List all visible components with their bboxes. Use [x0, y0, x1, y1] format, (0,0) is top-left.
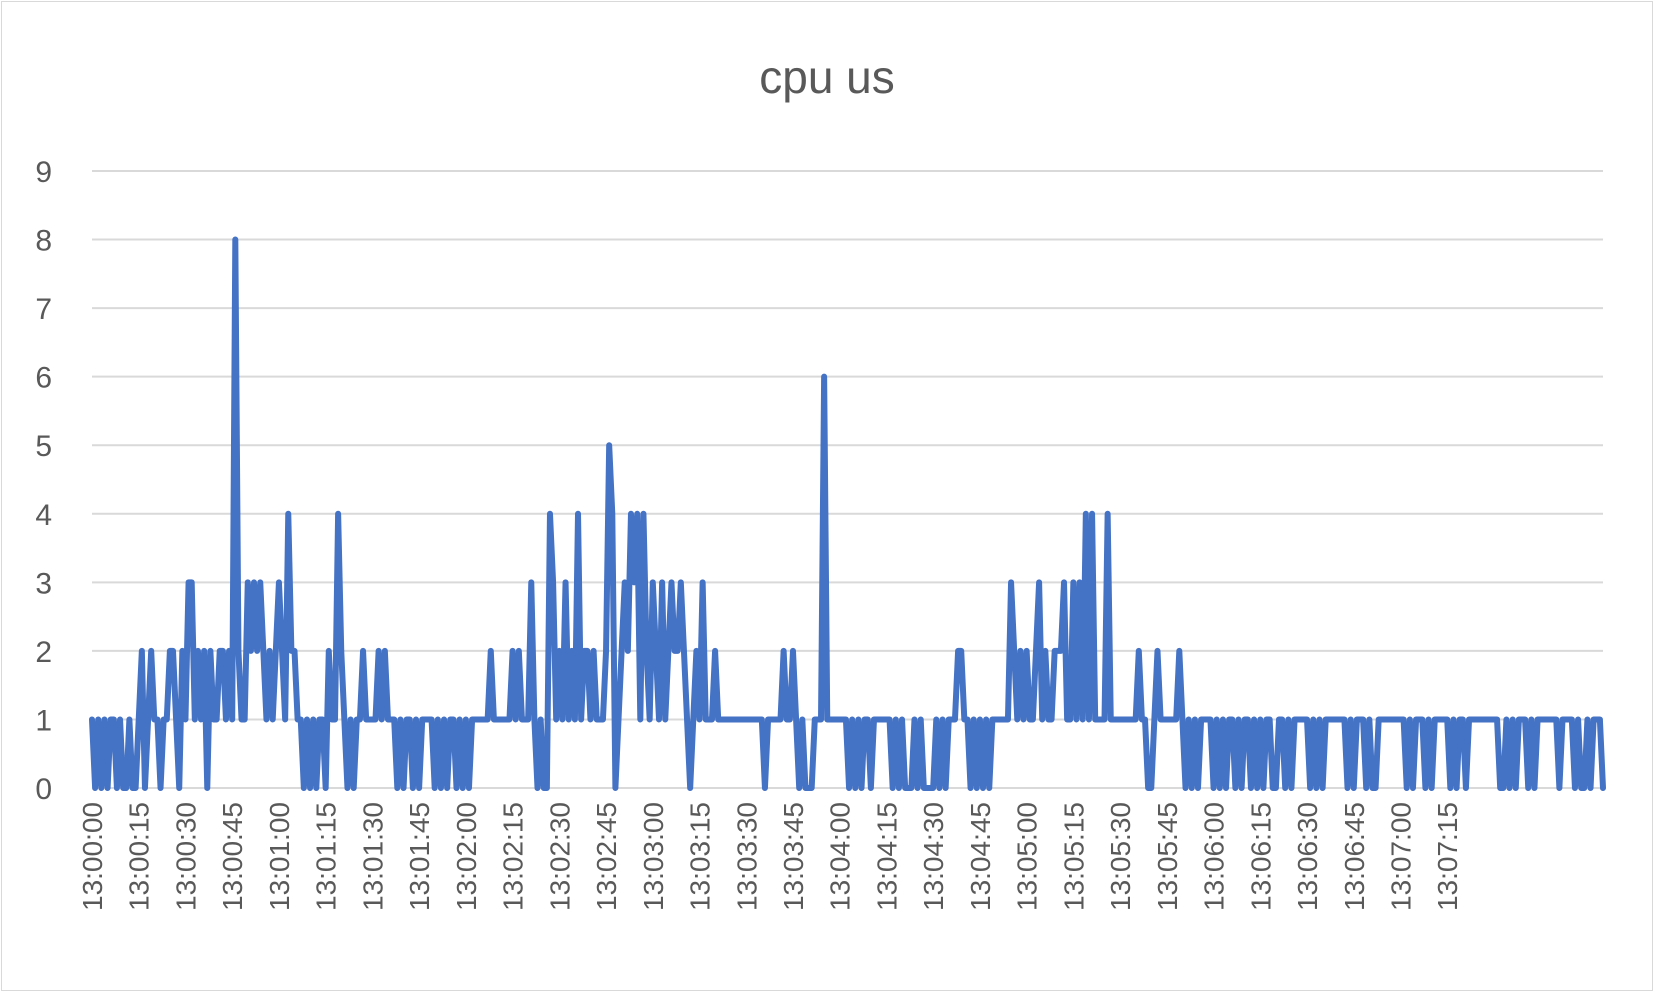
chart-title: cpu us	[759, 51, 895, 103]
series-line	[89, 236, 1606, 791]
y-tick-label: 7	[35, 293, 52, 326]
x-tick-label: 13:00:45	[217, 802, 248, 911]
x-tick-label: 13:05:30	[1105, 802, 1136, 911]
x-tick-label: 13:02:30	[544, 802, 575, 911]
x-tick-label: 13:03:00	[638, 802, 669, 911]
y-tick-label: 2	[35, 636, 52, 669]
x-tick-label: 13:06:30	[1292, 802, 1323, 911]
x-tick-label: 13:00:15	[124, 802, 155, 911]
x-tick-label: 13:01:45	[404, 802, 435, 911]
x-tick-label: 13:03:30	[731, 802, 762, 911]
x-tick-label: 13:03:15	[685, 802, 716, 911]
x-tick-label: 13:00:00	[77, 802, 108, 911]
x-tick-label: 13:01:30	[357, 802, 388, 911]
y-tick-label: 6	[35, 362, 52, 395]
x-tick-label: 13:06:15	[1245, 802, 1276, 911]
x-tick-label: 13:03:45	[778, 802, 809, 911]
y-tick-label: 1	[35, 704, 52, 737]
x-tick-label: 13:07:00	[1385, 802, 1416, 911]
x-tick-label: 13:01:00	[264, 802, 295, 911]
x-tick-label: 13:04:45	[965, 802, 996, 911]
x-tick-label: 13:02:15	[498, 802, 529, 911]
x-tick-label: 13:05:00	[1012, 802, 1043, 911]
x-tick-label: 13:02:45	[591, 802, 622, 911]
y-tick-label: 8	[35, 225, 52, 258]
x-tick-label: 13:07:15	[1432, 802, 1463, 911]
x-tick-label: 13:04:30	[918, 802, 949, 911]
x-tick-label: 13:06:00	[1199, 802, 1230, 911]
x-tick-label: 13:06:45	[1339, 802, 1370, 911]
y-tick-label: 3	[35, 567, 52, 600]
x-tick-label: 13:04:15	[871, 802, 902, 911]
x-tick-label: 13:05:45	[1152, 802, 1183, 911]
x-tick-label: 13:02:00	[451, 802, 482, 911]
y-tick-label: 9	[35, 156, 52, 189]
x-tick-label: 13:05:15	[1058, 802, 1089, 911]
y-tick-label: 5	[35, 430, 52, 463]
x-tick-label: 13:00:30	[170, 802, 201, 911]
x-tick-label: 13:04:00	[825, 802, 856, 911]
y-tick-label: 4	[35, 499, 52, 532]
x-tick-label: 13:01:15	[311, 802, 342, 911]
y-tick-label: 0	[35, 773, 52, 806]
